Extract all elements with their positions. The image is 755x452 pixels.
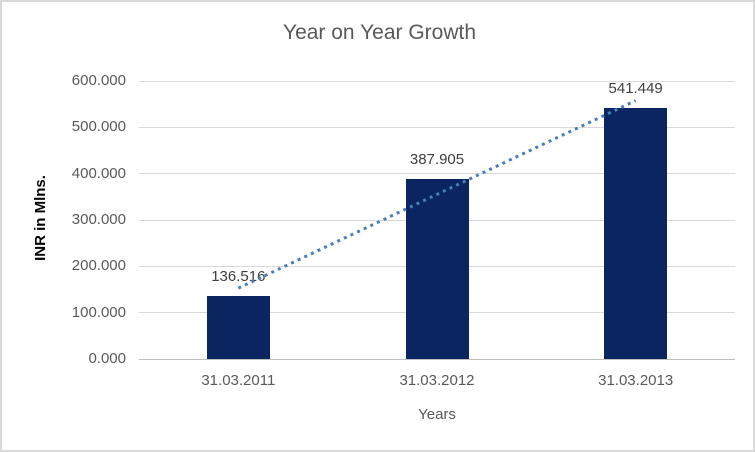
y-tick-label: 200.000 <box>71 257 126 275</box>
gridline <box>139 80 735 82</box>
bar-data-label: 136.516 <box>211 267 266 285</box>
y-tick-label: 100.000 <box>71 303 126 321</box>
y-tick-label: 600.000 <box>71 72 126 89</box>
chart-title: Year on Year Growth <box>282 21 477 44</box>
x-tick-label: 31.03.2011 <box>201 372 276 389</box>
bar-data-label: 541.449 <box>608 80 663 98</box>
bar <box>405 179 469 359</box>
y-tick-label: 0.000 <box>88 350 126 367</box>
bar <box>206 295 270 359</box>
bar-data-label: 387.905 <box>409 151 465 169</box>
x-axis-title: Years <box>418 406 456 423</box>
y-tick-label: 300.000 <box>71 211 126 228</box>
x-tick-label: 31.03.2013 <box>598 372 674 389</box>
y-tick-label: 400.000 <box>71 164 126 182</box>
bar <box>604 108 668 359</box>
x-axis-line <box>139 358 735 360</box>
x-tick-label: 31.03.2012 <box>399 372 475 389</box>
y-tick-label: 500.000 <box>71 118 126 136</box>
